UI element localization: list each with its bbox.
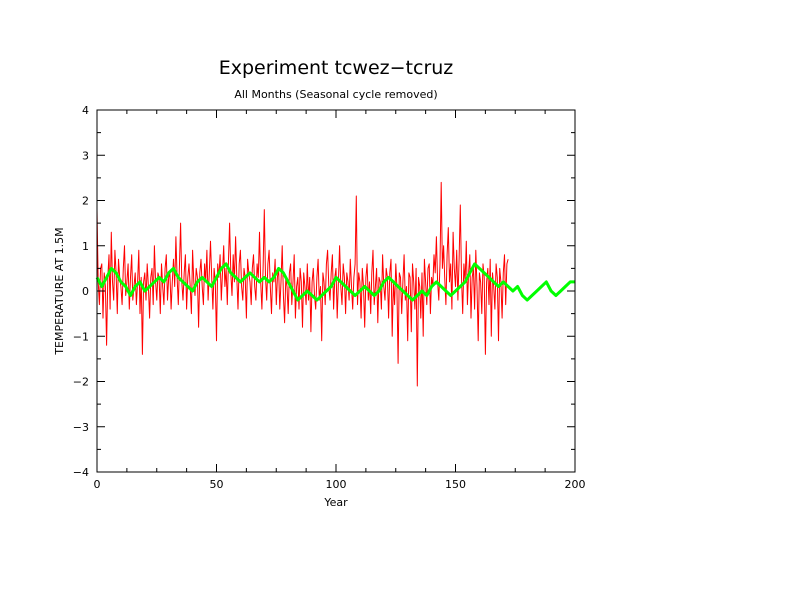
y-axis-label: TEMPERATURE AT 1.5M xyxy=(53,227,66,355)
y-tick-label: 1 xyxy=(82,240,89,253)
series-line-monthly-anomaly xyxy=(96,181,509,387)
y-tick-label: −1 xyxy=(73,330,89,343)
x-tick-label: 150 xyxy=(445,478,466,491)
chart-subtitle: All Months (Seasonal cycle removed) xyxy=(234,88,437,101)
x-tick-label: 0 xyxy=(94,478,101,491)
x-tick-label: 200 xyxy=(565,478,586,491)
y-tick-label: 2 xyxy=(82,195,89,208)
x-tick-label: 100 xyxy=(326,478,347,491)
y-tick-label: 4 xyxy=(82,104,89,117)
x-axis-label: Year xyxy=(323,496,348,509)
y-tick-label: 0 xyxy=(82,285,89,298)
series-layer xyxy=(95,181,575,387)
y-tick-label: 3 xyxy=(82,149,89,162)
series-line-smoothed xyxy=(95,262,575,302)
y-tick-label: −2 xyxy=(73,376,89,389)
y-tick-label: −3 xyxy=(73,421,89,434)
chart-title: Experiment tcwez−tcruz xyxy=(219,57,454,79)
axis-layer: 0 50 100 150 200 −4 −3 −2 −1 0 1 2 3 4 xyxy=(73,104,586,491)
y-tick-label: −4 xyxy=(73,466,89,479)
x-tick-label: 50 xyxy=(210,478,224,491)
